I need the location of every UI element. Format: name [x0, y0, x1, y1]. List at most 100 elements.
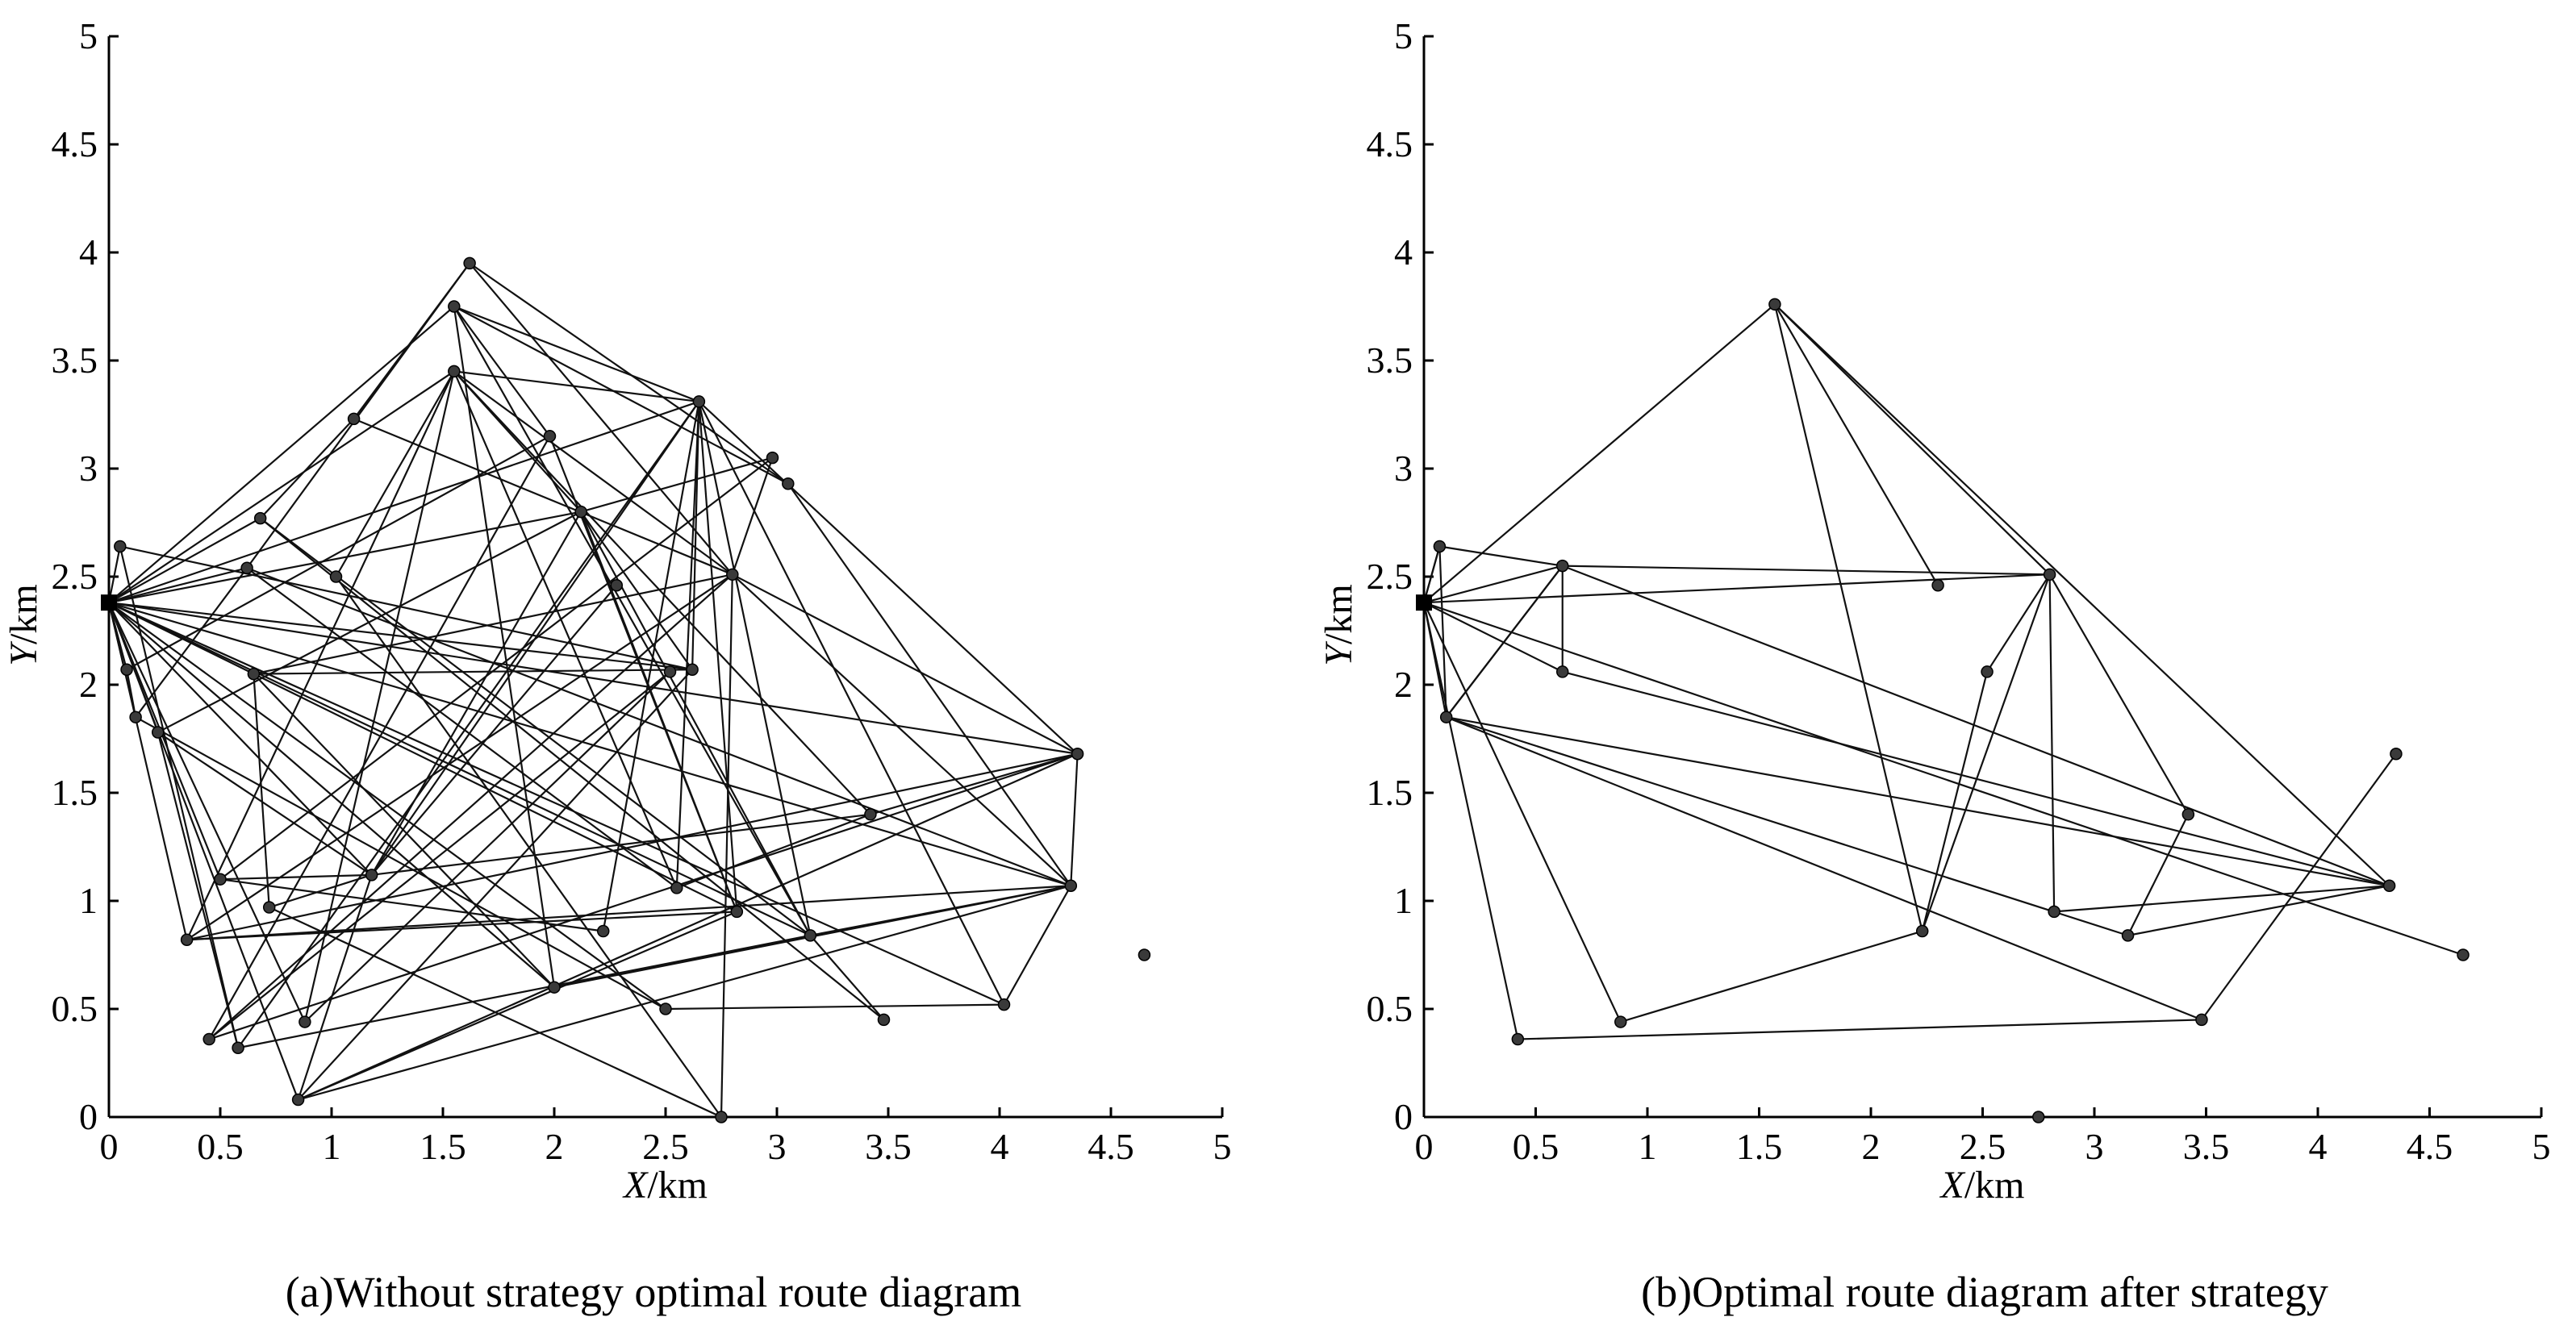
- customer-node: [214, 873, 227, 886]
- customer-node: [1511, 1032, 1525, 1046]
- y-tick-label: 1.5: [52, 772, 98, 813]
- route-segment: [219, 878, 603, 932]
- x-axis-unit: /km: [1964, 1164, 2025, 1207]
- route-segment: [237, 401, 700, 1048]
- x-tick-label: 1.5: [1736, 1126, 1783, 1167]
- customer-node: [448, 300, 461, 313]
- route-segment: [108, 602, 693, 671]
- customer-node: [253, 511, 267, 525]
- route-segment: [602, 401, 700, 932]
- route-segment: [1774, 303, 2051, 576]
- x-tick-label: 2: [1862, 1126, 1881, 1167]
- route-segment: [186, 573, 733, 941]
- y-tick-label: 5: [1394, 15, 1413, 56]
- route-segment: [297, 874, 373, 1100]
- x-tick-label: 0: [1415, 1126, 1434, 1167]
- route-segment: [107, 602, 188, 940]
- route-segment: [298, 885, 1071, 1101]
- x-tick-label: 1: [1639, 1126, 1657, 1167]
- route-segment: [108, 370, 455, 604]
- route-segment: [1003, 885, 1072, 1006]
- y-axis-unit: /km: [2, 584, 45, 644]
- route-segment: [1439, 545, 1563, 567]
- x-tick-label: 1: [323, 1126, 341, 1167]
- route-segment: [298, 911, 737, 1101]
- route-segment: [253, 573, 733, 675]
- y-axis-var: Y: [1317, 641, 1360, 666]
- customer-node: [448, 365, 461, 378]
- route-segment: [580, 511, 694, 670]
- customer-node: [1931, 578, 1944, 592]
- x-tick-label: 4: [2309, 1126, 2328, 1167]
- route-segment: [186, 911, 737, 941]
- route-segment: [1446, 716, 2390, 887]
- route-segment: [1562, 565, 2050, 576]
- customer-node: [548, 981, 561, 994]
- route-segment: [108, 602, 1078, 755]
- route-segment: [353, 262, 471, 420]
- route-segment: [580, 456, 773, 513]
- route-segment: [1422, 546, 1441, 603]
- customer-node: [151, 726, 165, 739]
- x-tick-label: 4.5: [1088, 1126, 1134, 1167]
- x-tick-label: 2.5: [1960, 1126, 2006, 1167]
- x-tick-label: 3.5: [865, 1126, 912, 1167]
- customer-node: [463, 256, 476, 270]
- route-segment: [1620, 930, 1923, 1023]
- route-segment: [453, 370, 733, 576]
- route-segment: [676, 813, 871, 889]
- route-segment: [208, 436, 551, 1040]
- customer-node: [543, 430, 557, 443]
- customer-nodes: [114, 256, 1151, 1123]
- customer-node: [1064, 879, 1078, 892]
- route-lines: [1422, 303, 2464, 1040]
- route-segment: [2054, 885, 2390, 913]
- route-segment: [1423, 565, 1564, 604]
- customer-node: [1439, 711, 1453, 723]
- route-segment: [186, 370, 455, 940]
- route-segment: [298, 752, 1079, 1101]
- x-tick-label: 3.5: [2183, 1126, 2230, 1167]
- route-segment: [108, 602, 373, 876]
- x-tick-label: 3: [768, 1126, 787, 1167]
- route-segment: [665, 1003, 1004, 1011]
- route-segment: [1773, 304, 1923, 932]
- route-segment: [108, 602, 1004, 1006]
- route-segment: [731, 457, 774, 575]
- route-segment: [353, 418, 733, 576]
- route-segment: [1423, 602, 2464, 957]
- customer-node: [782, 477, 795, 490]
- x-tick-label: 0.5: [1513, 1126, 1559, 1167]
- route-segment: [469, 262, 789, 485]
- route-segment: [135, 716, 666, 1010]
- route-lines: [107, 262, 1079, 1118]
- route-segment: [186, 752, 1078, 941]
- y-tick-label: 4.5: [1367, 123, 1413, 165]
- y-tick-label: 5: [79, 15, 98, 56]
- route-segment: [107, 546, 121, 603]
- customer-node: [1981, 665, 1994, 678]
- customer-node: [2121, 929, 2135, 942]
- y-axis-unit: /km: [1317, 584, 1360, 644]
- x-tick-label: 0.5: [197, 1126, 244, 1167]
- route-segment: [335, 370, 455, 577]
- y-tick-label: 0: [79, 1096, 98, 1137]
- route-segment: [732, 573, 1072, 887]
- route-segment: [125, 669, 137, 718]
- route-segment: [1446, 716, 2202, 1021]
- route-segment: [246, 567, 1071, 887]
- customer-node: [864, 808, 877, 821]
- customer-node: [574, 505, 587, 519]
- customer-node: [610, 578, 624, 592]
- x-tick-label: 1.5: [420, 1126, 466, 1167]
- x-tick-label: 0: [100, 1126, 119, 1167]
- route-segment: [469, 262, 733, 576]
- y-tick-label: 0: [1394, 1096, 1413, 1137]
- x-axis-var: X: [1939, 1164, 1966, 1207]
- route-segment: [108, 602, 1071, 887]
- x-axis-var: X: [622, 1164, 649, 1207]
- y-tick-label: 1: [1394, 880, 1413, 921]
- route-segment: [1070, 753, 1079, 886]
- customer-node: [180, 933, 194, 946]
